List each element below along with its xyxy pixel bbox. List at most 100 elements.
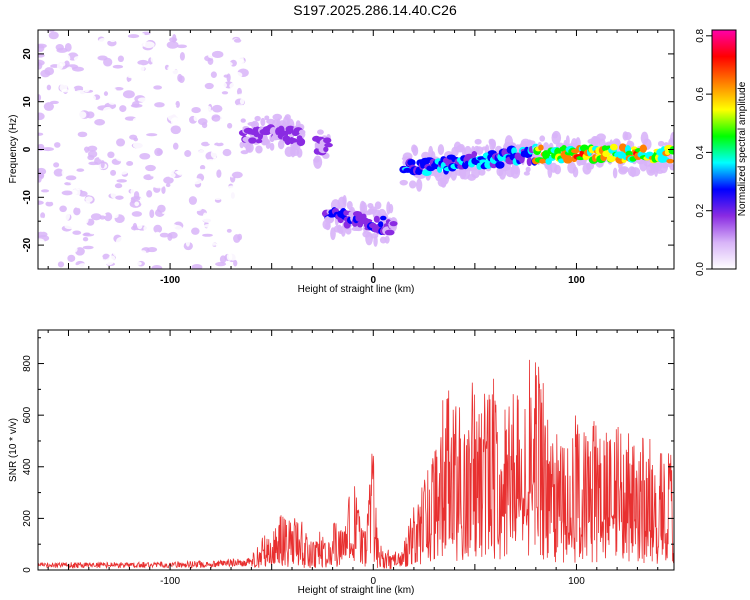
spectrogram-noise-blob <box>199 164 206 170</box>
spectrogram-noise-blob <box>75 89 86 96</box>
spectrogram-ridge-blob <box>389 221 398 227</box>
spectrogram-noise-blob <box>167 65 176 72</box>
spectrogram-noise-blob <box>150 179 162 188</box>
spectrogram-noise-blob <box>148 99 153 104</box>
spectrogram-halo-blob <box>388 203 394 214</box>
spectrogram-halo-blob <box>554 164 562 175</box>
spectrogram-noise-blob <box>102 106 113 115</box>
spectrogram-noise-blob <box>77 97 89 101</box>
spectrogram-noise-blob <box>166 41 179 49</box>
spectrogram-noise-blob <box>226 228 232 233</box>
snr-x-label: Height of straight line (km) <box>298 585 415 596</box>
spectrogram-noise-blob <box>89 230 96 235</box>
spectrogram-noise-blob <box>222 148 232 157</box>
spectrogram-noise-blob <box>39 227 45 232</box>
spectrogram-noise-blob <box>40 212 46 219</box>
spectrogram-noise-blob <box>210 150 218 159</box>
spectrogram-noise-blob <box>83 57 93 62</box>
spectrogram-noise-blob <box>126 47 133 54</box>
spectrogram-noise-blob <box>191 227 200 235</box>
spectrogram-halo-blob <box>384 235 390 244</box>
spectrogram-noise-blob <box>137 97 149 103</box>
spectrogram-noise-blob <box>114 183 123 189</box>
spectrogram-noise-blob <box>187 210 196 217</box>
spectrogram-noise-blob <box>126 217 131 226</box>
y-tick-label: 600 <box>22 406 33 423</box>
y-tick-label: -10 <box>22 190 33 205</box>
spectrogram-noise-blob <box>206 94 218 99</box>
spectrogram-noise-blob <box>170 241 179 247</box>
spectrogram-noise-blob <box>108 98 117 105</box>
spectrogram-noise-blob <box>79 201 91 206</box>
x-tick-label: -100 <box>160 576 180 587</box>
spectrogram-noise-blob <box>148 79 160 86</box>
spectrogram-noise-blob <box>233 38 242 43</box>
spectrogram-noise-blob <box>161 30 172 33</box>
spectrogram-noise-blob <box>156 148 163 156</box>
spectrogram-noise-blob <box>84 74 89 79</box>
spectrogram-halo-blob <box>551 130 562 145</box>
snr-y-label: SNR (10 * v/v) <box>8 418 19 482</box>
colorbar-tick-label: 0.6 <box>695 87 706 101</box>
y-tick-label: 200 <box>22 510 33 527</box>
spectrogram-halo-blob <box>624 131 632 141</box>
y-tick-label: 10 <box>22 96 33 108</box>
spectrogram-noise-blob <box>204 82 214 90</box>
spectrogram-noise-blob <box>129 121 137 130</box>
spectrogram-noise-blob <box>170 204 176 211</box>
spectrogram-noise-blob <box>72 188 81 197</box>
spectrogram-noise-blob <box>53 260 60 269</box>
spectrogram-noise-blob <box>102 230 110 234</box>
spectrogram-noise-blob <box>207 184 215 192</box>
spectrogram-ridge-blob <box>296 137 306 147</box>
spectrogram-noise-blob <box>216 137 223 144</box>
spectrogram-halo-blob <box>514 166 519 175</box>
spectrogram-ridge-blob <box>495 161 505 169</box>
spectrogram-noise-blob <box>200 105 212 111</box>
spectrogram-noise-blob <box>70 181 80 186</box>
spectrogram-noise-blob <box>99 259 109 265</box>
spectrogram-noise-blob <box>172 33 177 43</box>
spectrogram-noise-blob <box>204 194 214 203</box>
spectrogram-noise-blob <box>235 55 244 64</box>
y-tick-label: 800 <box>22 355 33 372</box>
spectrogram-noise-blob <box>64 181 72 186</box>
spectrogram-noise-blob <box>126 161 134 166</box>
spectrogram-noise-blob <box>231 171 243 179</box>
spectrogram-halo-blob <box>474 138 482 145</box>
spectrogram-halo-blob <box>324 222 331 231</box>
spectrogram-halo-blob <box>240 150 249 155</box>
spectrogram-noise-blob <box>59 205 67 213</box>
spectrogram-noise-blob <box>127 126 133 135</box>
spectrogram-noise-blob <box>134 201 140 207</box>
spectrogram-ridge-blob <box>373 215 380 223</box>
spectrogram-noise-blob <box>72 66 84 72</box>
spectrogram-noise-blob <box>118 147 130 154</box>
spectrogram-noise-blob <box>116 138 126 147</box>
spectrogram-noise-blob <box>181 232 187 238</box>
spectrogram-ridge-blob <box>610 143 618 151</box>
x-tick-label: 0 <box>370 576 376 587</box>
spectrogram-noise-blob <box>209 33 215 42</box>
spectrogram-noise-blob <box>59 61 66 67</box>
spectrogram-ridge-blob <box>511 147 517 155</box>
colorbar: 0.0 0.2 0.4 0.6 0.8 Normalized spectral ampl… <box>695 28 748 276</box>
x-tick-label: 100 <box>568 275 585 286</box>
spectrogram-noise-blob <box>189 251 200 255</box>
spectrogram-noise-blob <box>139 152 151 160</box>
spectrogram-noise-blob <box>38 94 42 102</box>
spectrogram-noise-blob <box>146 238 156 246</box>
spectrogram-noise-blob <box>128 73 136 78</box>
spectrogram-noise-blob <box>215 242 222 248</box>
spectrogram-noise-blob <box>227 122 233 129</box>
spectrogram-halo-blob <box>254 115 261 122</box>
spectrogram-noise-blob <box>172 142 179 150</box>
spectrogram-noise-blob <box>237 78 243 83</box>
spectrogram-noise-blob <box>43 249 50 253</box>
spectrogram-noise-blob <box>185 100 190 105</box>
spectrogram-noise-blob <box>96 190 106 195</box>
spectrogram-noise-blob <box>133 137 139 142</box>
spectrogram-noise-blob <box>95 134 105 138</box>
